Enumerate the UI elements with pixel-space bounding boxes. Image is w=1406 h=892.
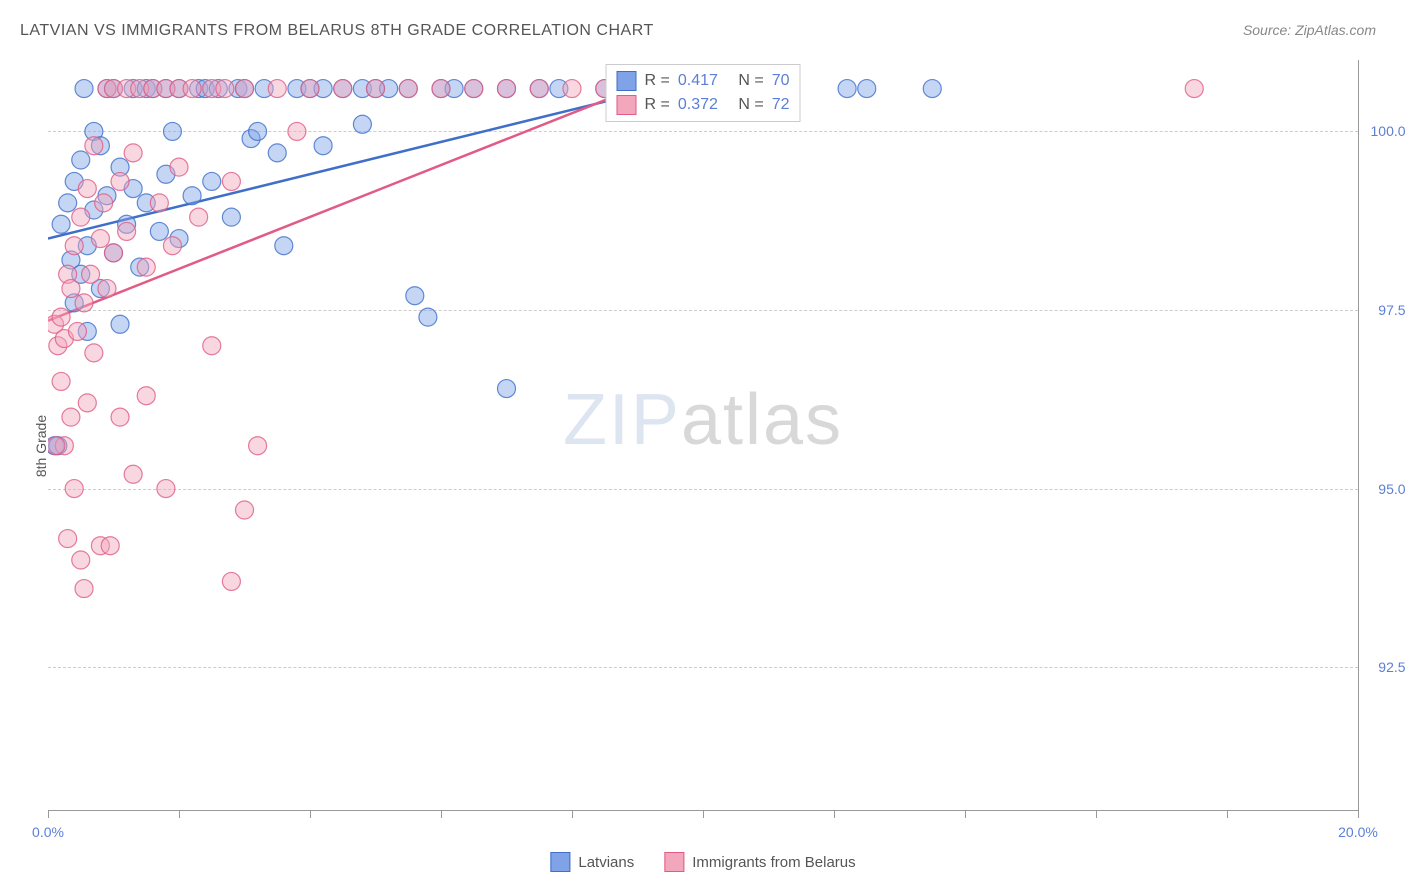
legend-swatch-1 <box>664 852 684 872</box>
r-label: R = <box>645 69 670 93</box>
y-tick-label: 97.5% <box>1378 302 1406 318</box>
stats-box: R = 0.417 N = 70 R = 0.372 N = 72 <box>606 64 801 122</box>
y-tick-label: 92.5% <box>1378 659 1406 675</box>
stats-row-series-0: R = 0.417 N = 70 <box>617 69 790 93</box>
y-tick-label: 95.0% <box>1378 481 1406 497</box>
r-value-1: 0.372 <box>678 93 718 117</box>
stats-row-series-1: R = 0.372 N = 72 <box>617 93 790 117</box>
x-tick-label: 0.0% <box>32 824 64 840</box>
r-value-0: 0.417 <box>678 69 718 93</box>
scatter-points-svg <box>48 60 1358 810</box>
y-tick-label: 100.0% <box>1371 123 1406 139</box>
n-value-1: 72 <box>772 93 790 117</box>
n-label: N = <box>738 69 763 93</box>
swatch-series-0 <box>617 71 637 91</box>
plot-area: ZIPatlas 92.5%95.0%97.5%100.0% R = 0.417… <box>48 60 1359 811</box>
legend-label-1: Immigrants from Belarus <box>692 854 855 871</box>
r-label: R = <box>645 93 670 117</box>
source-attribution: Source: ZipAtlas.com <box>1243 22 1376 38</box>
legend-swatch-0 <box>550 852 570 872</box>
n-value-0: 70 <box>772 69 790 93</box>
legend-item-0: Latvians <box>550 852 634 872</box>
x-tick-label: 20.0% <box>1338 824 1378 840</box>
y-axis-label: 8th Grade <box>33 415 49 477</box>
swatch-series-1 <box>617 95 637 115</box>
legend-label-0: Latvians <box>578 854 634 871</box>
chart-title: LATVIAN VS IMMIGRANTS FROM BELARUS 8TH G… <box>20 22 654 40</box>
legend-item-1: Immigrants from Belarus <box>664 852 855 872</box>
legend: Latvians Immigrants from Belarus <box>550 852 855 872</box>
n-label: N = <box>738 93 763 117</box>
